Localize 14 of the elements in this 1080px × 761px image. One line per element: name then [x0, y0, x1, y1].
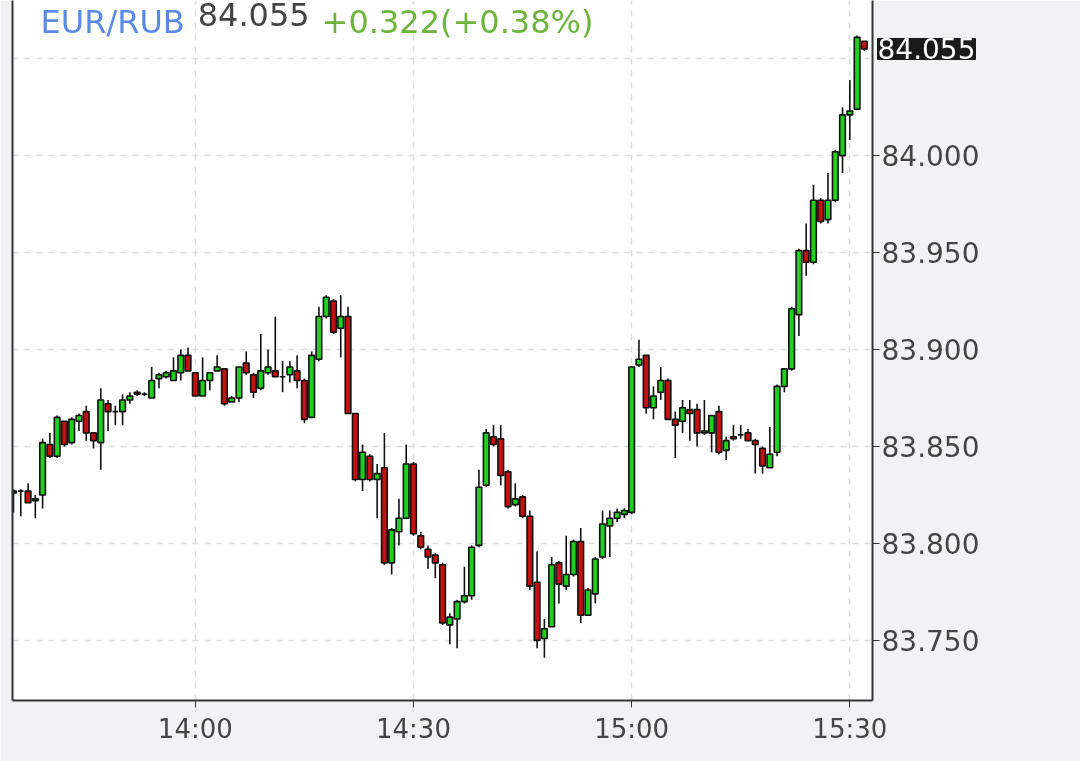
y-tick-label: 83.850: [881, 430, 980, 464]
x-tick-label: 15:00: [594, 713, 670, 744]
text: 84.055: [877, 33, 976, 67]
y-tick-label: 83.800: [881, 527, 980, 561]
chart-title: EUR/RUB: [40, 2, 185, 41]
chart-subtitle: 84.055: [197, 0, 310, 34]
y-tick-label: 83.750: [881, 624, 980, 658]
x-tick-label: 15:30: [812, 713, 888, 744]
x-tick-label: 14:30: [376, 713, 451, 744]
x-tick-label: 14:00: [157, 713, 233, 744]
annotation: +0.322(+0.38%): [321, 2, 594, 41]
y-tick-label: 83.950: [881, 237, 980, 271]
y-tick-label: 84.000: [881, 140, 980, 174]
y-tick-label: 83.900: [881, 334, 980, 368]
